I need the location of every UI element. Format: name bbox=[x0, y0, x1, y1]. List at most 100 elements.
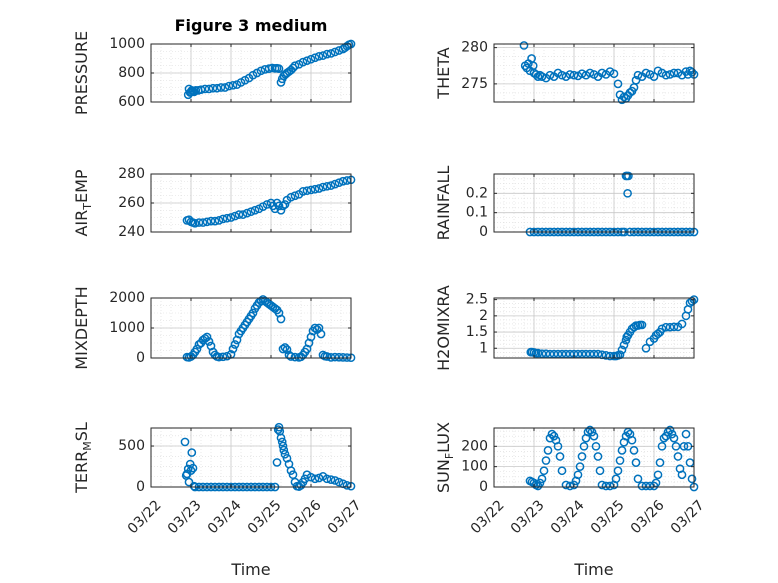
y-tick-label: 2 bbox=[479, 308, 488, 324]
data-point bbox=[569, 70, 579, 80]
data-point bbox=[549, 431, 559, 441]
y-axis-label: H2OMIXRA bbox=[434, 285, 453, 371]
data-point bbox=[619, 92, 629, 102]
data-point bbox=[624, 171, 633, 181]
data-point bbox=[533, 72, 543, 81]
data-point bbox=[615, 456, 625, 465]
data-point bbox=[557, 466, 567, 476]
data-point bbox=[180, 437, 190, 447]
data-point bbox=[617, 446, 627, 455]
subplot-h2omixra: 11.522.5 H2OMIXRA bbox=[434, 285, 699, 371]
axes-box bbox=[493, 43, 695, 103]
data-point bbox=[192, 344, 202, 354]
data-point bbox=[318, 51, 328, 60]
data-point bbox=[637, 481, 647, 491]
data-point bbox=[310, 184, 320, 194]
data-point bbox=[326, 353, 336, 362]
data-point bbox=[310, 53, 320, 63]
data-point bbox=[322, 352, 332, 361]
data-point bbox=[519, 41, 529, 50]
data-point bbox=[553, 441, 563, 451]
plot-area bbox=[151, 428, 351, 487]
data-point bbox=[641, 68, 651, 78]
data-point bbox=[280, 343, 290, 352]
figure-title: Figure 3 medium bbox=[175, 16, 328, 35]
data-point bbox=[585, 425, 595, 435]
y-tick-label: 0 bbox=[479, 479, 488, 495]
data-point bbox=[557, 70, 567, 80]
data-point bbox=[278, 201, 288, 211]
data-point bbox=[200, 84, 210, 94]
data-point bbox=[310, 323, 320, 333]
data-point bbox=[228, 344, 238, 354]
data-point bbox=[208, 83, 218, 93]
data-point bbox=[314, 51, 324, 61]
data-point bbox=[202, 332, 212, 342]
data-point bbox=[669, 68, 679, 78]
data-point bbox=[627, 435, 637, 445]
data-point bbox=[641, 481, 651, 491]
data-point bbox=[322, 474, 332, 484]
data-point bbox=[579, 441, 589, 451]
data-point bbox=[641, 343, 651, 353]
y-tick-label: 280 bbox=[461, 40, 488, 56]
data-point bbox=[595, 466, 605, 476]
data-point bbox=[669, 433, 679, 443]
data-point bbox=[585, 68, 595, 78]
data-point bbox=[314, 473, 324, 483]
data-point bbox=[637, 320, 647, 330]
data-point bbox=[681, 429, 691, 439]
data-point bbox=[314, 184, 324, 193]
data-point bbox=[613, 79, 623, 89]
y-axis-label: MIXDEPTH bbox=[72, 286, 91, 369]
data-point bbox=[609, 69, 619, 79]
data-point bbox=[541, 349, 551, 359]
data-point bbox=[202, 217, 212, 227]
data-point bbox=[322, 181, 332, 191]
x-axis-label-left: Time bbox=[230, 560, 270, 579]
data-point bbox=[184, 477, 194, 487]
y-tick-label: 200 bbox=[461, 438, 488, 454]
y-tick-label: 0.1 bbox=[466, 205, 488, 221]
data-point bbox=[669, 322, 679, 332]
data-point bbox=[633, 70, 643, 80]
data-point bbox=[210, 216, 220, 226]
data-point bbox=[631, 458, 641, 467]
data-point bbox=[290, 352, 300, 362]
data-point bbox=[298, 187, 308, 196]
data-point bbox=[577, 69, 587, 79]
data-point bbox=[277, 437, 287, 447]
data-point bbox=[687, 474, 697, 484]
data-point bbox=[334, 352, 344, 362]
data-point bbox=[274, 422, 284, 432]
subplot-air-temp: 240 260 280 AIRTEMP bbox=[72, 166, 356, 240]
y-tick-label: 500 bbox=[118, 438, 145, 454]
data-point bbox=[274, 201, 284, 211]
data-point bbox=[302, 56, 312, 66]
data-point bbox=[322, 49, 332, 59]
y-axis-label: TERRMSL bbox=[72, 422, 94, 494]
data-point bbox=[326, 49, 336, 58]
y-tick-label: 0.2 bbox=[466, 185, 488, 201]
data-point bbox=[272, 458, 282, 467]
data-point bbox=[633, 474, 643, 484]
data-point bbox=[543, 446, 553, 455]
data-point bbox=[234, 210, 244, 219]
data-point bbox=[334, 178, 344, 188]
data-point bbox=[246, 207, 256, 217]
data-point bbox=[597, 68, 607, 78]
y-axis-label: AIRTEMP bbox=[72, 169, 94, 236]
y-axis-label: RAINFALL bbox=[434, 166, 453, 241]
data-point bbox=[533, 348, 543, 358]
data-point bbox=[276, 314, 286, 324]
y-axis-label: PRESSURE bbox=[72, 31, 91, 115]
data-point bbox=[545, 70, 555, 80]
data-point bbox=[306, 472, 316, 482]
data-point bbox=[248, 308, 258, 318]
data-point bbox=[661, 70, 671, 80]
y-axis-label: THETA bbox=[434, 47, 453, 99]
data-point bbox=[575, 462, 585, 472]
data-point bbox=[330, 476, 340, 485]
data-point bbox=[282, 453, 292, 463]
